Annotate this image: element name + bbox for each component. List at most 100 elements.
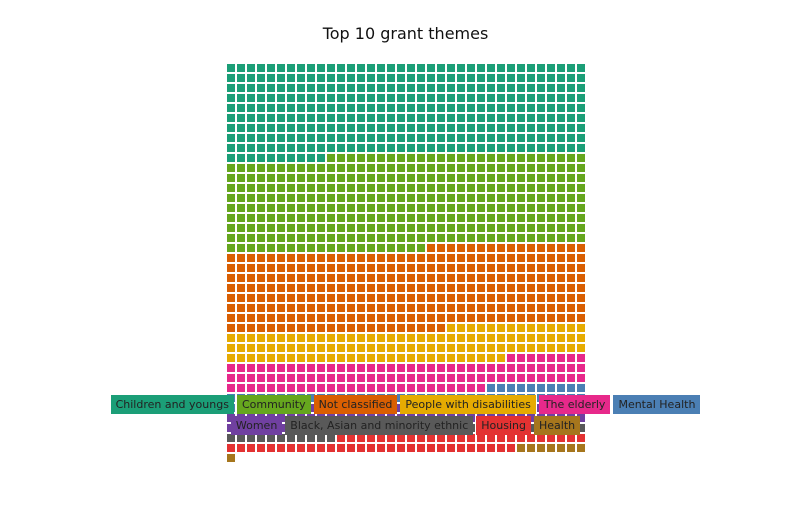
- waffle-cell: [477, 324, 485, 332]
- waffle-cell: [237, 194, 245, 202]
- waffle-cell: [327, 214, 335, 222]
- waffle-cell: [447, 154, 455, 162]
- waffle-cell: [457, 274, 465, 282]
- waffle-cell: [377, 164, 385, 172]
- legend-item[interactable]: Housing: [476, 416, 531, 435]
- waffle-cell: [507, 164, 515, 172]
- waffle-cell: [357, 154, 365, 162]
- waffle-cell: [547, 224, 555, 232]
- legend-item[interactable]: The elderly: [538, 395, 611, 414]
- waffle-cell: [417, 94, 425, 102]
- waffle-cell: [257, 144, 265, 152]
- waffle-cell: [257, 344, 265, 352]
- waffle-cell: [247, 174, 255, 182]
- waffle-cell: [357, 84, 365, 92]
- legend-item[interactable]: People with disabilities: [400, 395, 536, 414]
- waffle-cell: [337, 294, 345, 302]
- waffle-cell: [327, 144, 335, 152]
- waffle-cell: [287, 244, 295, 252]
- waffle-cell: [547, 194, 555, 202]
- waffle-cell: [467, 174, 475, 182]
- waffle-cell: [547, 364, 555, 372]
- waffle-cell: [567, 194, 575, 202]
- waffle-cell: [507, 444, 515, 452]
- waffle-cell: [547, 174, 555, 182]
- waffle-cell: [437, 434, 445, 442]
- waffle-cell: [487, 74, 495, 82]
- waffle-cell: [447, 104, 455, 112]
- legend-item-label: Mental Health: [618, 398, 696, 411]
- waffle-cell: [357, 214, 365, 222]
- waffle-cell: [567, 214, 575, 222]
- waffle-cell: [227, 74, 235, 82]
- waffle-cell: [427, 324, 435, 332]
- legend-item[interactable]: Community: [236, 395, 311, 414]
- waffle-cell: [467, 254, 475, 262]
- waffle-cell: [337, 264, 345, 272]
- waffle-cell: [427, 184, 435, 192]
- waffle-cell: [557, 324, 565, 332]
- waffle-cell: [467, 354, 475, 362]
- waffle-cell: [287, 444, 295, 452]
- waffle-cell: [507, 334, 515, 342]
- legend-item[interactable]: Children and youngs: [110, 395, 234, 414]
- waffle-cell: [517, 124, 525, 132]
- waffle-cell: [467, 164, 475, 172]
- waffle-cell: [247, 304, 255, 312]
- waffle-cell: [397, 194, 405, 202]
- waffle-cell: [577, 124, 585, 132]
- waffle-cell: [397, 114, 405, 122]
- waffle-cell: [277, 214, 285, 222]
- waffle-cell: [397, 334, 405, 342]
- legend-item[interactable]: Women: [230, 416, 283, 435]
- waffle-cell: [457, 304, 465, 312]
- waffle-cell: [367, 104, 375, 112]
- waffle-cell: [557, 64, 565, 72]
- waffle-cell: [527, 374, 535, 382]
- waffle-cell: [417, 114, 425, 122]
- waffle-cell: [527, 274, 535, 282]
- waffle-cell: [507, 114, 515, 122]
- waffle-cell: [227, 334, 235, 342]
- waffle-cell: [557, 114, 565, 122]
- legend-item[interactable]: Black, Asian and minority ethnic: [285, 416, 474, 435]
- waffle-cell: [257, 174, 265, 182]
- waffle-cell: [417, 284, 425, 292]
- waffle-cell: [397, 294, 405, 302]
- legend-item[interactable]: Not classified: [313, 395, 398, 414]
- waffle-cell: [227, 174, 235, 182]
- waffle-cell: [447, 84, 455, 92]
- waffle-cell: [437, 84, 445, 92]
- legend-item[interactable]: Mental Health: [613, 395, 701, 414]
- waffle-cell: [397, 204, 405, 212]
- waffle-cell: [227, 454, 235, 462]
- waffle-cell: [577, 234, 585, 242]
- waffle-cell: [387, 194, 395, 202]
- waffle-cell: [577, 174, 585, 182]
- waffle-cell: [377, 444, 385, 452]
- waffle-cell: [547, 114, 555, 122]
- waffle-cell: [487, 254, 495, 262]
- waffle-cell: [347, 374, 355, 382]
- waffle-cell: [497, 154, 505, 162]
- waffle-cell: [507, 154, 515, 162]
- waffle-cell: [527, 234, 535, 242]
- waffle-cell: [437, 144, 445, 152]
- legend-item[interactable]: Health: [533, 416, 581, 435]
- waffle-cell: [567, 254, 575, 262]
- waffle-cell: [267, 314, 275, 322]
- waffle-cell: [387, 434, 395, 442]
- waffle-cell: [577, 344, 585, 352]
- waffle-cell: [317, 304, 325, 312]
- waffle-cell: [387, 234, 395, 242]
- waffle-cell: [577, 114, 585, 122]
- waffle-cell: [357, 254, 365, 262]
- waffle-cell: [537, 184, 545, 192]
- waffle-cell: [437, 174, 445, 182]
- waffle-cell: [257, 204, 265, 212]
- waffle-cell: [457, 294, 465, 302]
- waffle-cell: [247, 444, 255, 452]
- waffle-cell: [317, 284, 325, 292]
- waffle-cell: [487, 204, 495, 212]
